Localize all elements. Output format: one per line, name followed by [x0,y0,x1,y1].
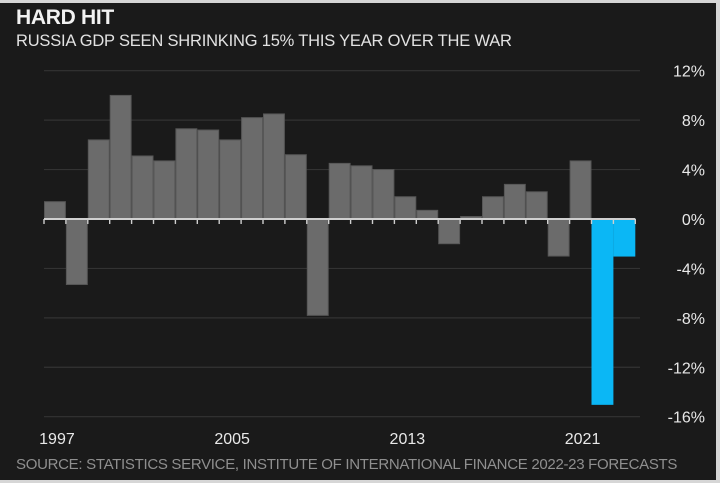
bars [44,94,636,405]
bar-2020 [547,218,570,257]
y-tick-label: -8% [677,311,705,328]
y-axis-labels: 12% 8% 4% 0% -4% -8% -12% -16% [668,64,705,427]
x-tick-label: 2013 [390,431,426,448]
forecast-bar-2022 [591,218,614,405]
bar-2001 [131,155,154,220]
bar-2013 [394,196,417,220]
bar-2014 [416,209,439,220]
bar-2000 [109,94,132,220]
x-tick-label: 1997 [39,431,75,448]
bar-2003 [175,128,198,220]
bar-1998 [65,218,88,285]
x-tick-label: 2021 [565,431,601,448]
bar-1999 [87,139,110,220]
y-tick-label: 4% [682,163,705,180]
bar-2007 [263,113,285,220]
x-tick-label: 2005 [214,431,250,448]
bar-2018 [503,183,526,220]
y-tick-label: -16% [668,410,705,427]
bar-2009 [306,218,329,316]
y-tick-label: 12% [673,64,705,81]
y-tick-label: -12% [668,360,705,377]
bar-2004 [197,129,220,220]
bar-1997 [44,201,66,220]
chart-subtitle: RUSSIA GDP SEEN SHRINKING 15% THIS YEAR … [16,32,512,50]
y-tick-label: -4% [677,261,705,278]
bar-2006 [241,117,264,220]
y-tick-label: 8% [682,113,705,130]
bar-2010 [328,162,351,220]
chart-title: HARD HIT [16,6,114,29]
y-tick-label: 0% [682,212,705,229]
forecast-bar-2023 [613,218,636,257]
source-note: SOURCE: STATISTICS SERVICE, INSTITUTE OF… [16,456,678,473]
x-axis [43,217,636,224]
bar-2019 [525,191,548,220]
bar-2002 [153,160,176,220]
bar-2017 [482,196,504,220]
bar-2015 [438,218,461,245]
bar-2012 [372,169,395,220]
bar-2011 [350,165,373,220]
bar-2005 [219,139,242,220]
x-axis-labels: 1997 2005 2013 2021 [39,431,600,448]
bar-2008 [284,154,307,220]
bar-2021 [569,160,592,220]
